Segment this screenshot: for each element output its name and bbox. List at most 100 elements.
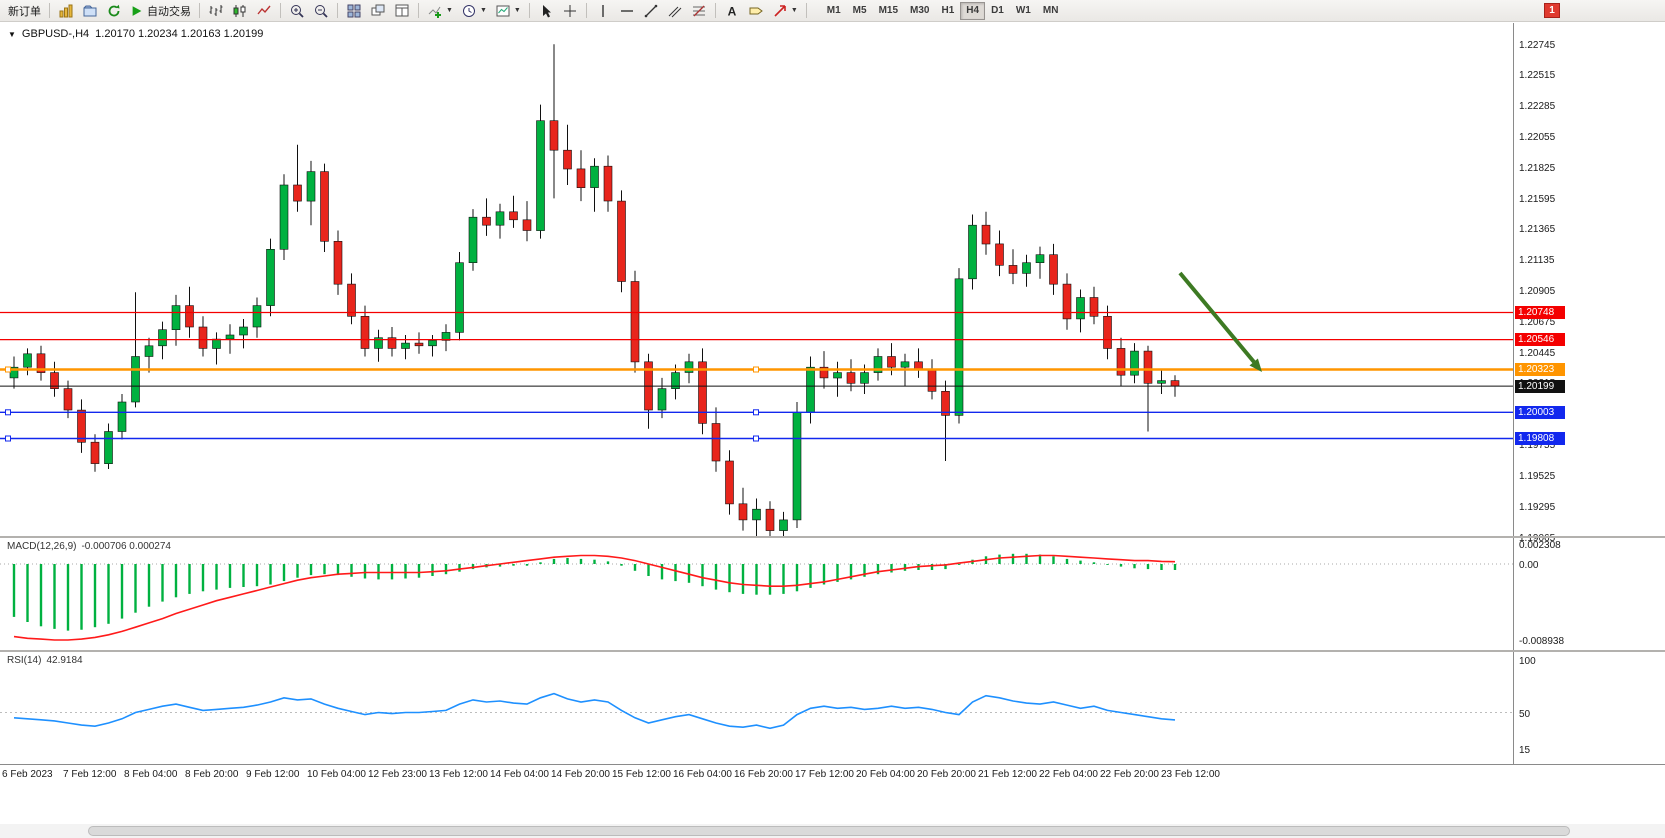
bear-candle (846, 372, 856, 384)
line-handle[interactable] (753, 435, 759, 442)
bull-candle (1130, 350, 1139, 376)
line-chart-button[interactable] (252, 1, 276, 21)
time-axis-label: 20 Feb 20:00 (917, 769, 976, 780)
time-axis-label: 22 Feb 20:00 (1100, 769, 1159, 780)
price-tick: 1.20675 (1519, 316, 1556, 328)
timeframe-button-M1[interactable]: M1 (821, 2, 847, 20)
timeframe-button-M30[interactable]: M30 (904, 2, 935, 20)
zoom-out-button[interactable] (309, 1, 333, 21)
line-handle[interactable] (753, 409, 759, 416)
bear-candle (981, 224, 991, 245)
line-handle[interactable] (5, 409, 11, 416)
window-grid-button[interactable] (390, 1, 414, 21)
indicators-button[interactable]: ▼ (423, 1, 457, 21)
vertical-line-button[interactable] (591, 1, 615, 21)
chart-symbol-period: GBPUSD-,H4 (21, 28, 90, 40)
bear-candle (63, 388, 73, 411)
time-axis[interactable]: 6 Feb 2023 7 Feb 12:00 8 Feb 04:00 8 Feb 20… (0, 764, 1665, 784)
price-tick: 1.20445 (1519, 347, 1556, 359)
chevron-down-icon: ▼ (790, 7, 798, 14)
channel-button[interactable] (663, 1, 687, 21)
macd-axis-tick: 0.00 (1519, 560, 1539, 571)
candlestick-chart-button[interactable] (228, 1, 252, 21)
pane-divider[interactable] (0, 536, 1665, 538)
periods-button[interactable]: ▼ (457, 1, 491, 21)
timeframe-button-MN[interactable]: MN (1037, 2, 1065, 20)
macd-canvas[interactable] (0, 538, 1513, 650)
trendline-button[interactable] (639, 1, 663, 21)
profiles-button[interactable] (78, 1, 102, 21)
rsi-axis-tick: 15 (1519, 745, 1531, 757)
tile-windows-icon (347, 4, 361, 17)
time-axis-label: 12 Feb 23:00 (368, 769, 427, 780)
cascade-windows-button[interactable] (366, 1, 390, 21)
macd-values: -0.000706 0.000274 (81, 541, 171, 552)
tile-windows-button[interactable] (342, 1, 366, 21)
timeframe-button-W1[interactable]: W1 (1010, 2, 1037, 20)
new-order-button[interactable]: 新订单 (4, 1, 45, 21)
chart-menu-icon[interactable]: ▼ (8, 29, 16, 39)
cascade-windows-icon (371, 4, 385, 15)
timeframe-button-H4[interactable]: H4 (960, 1, 986, 20)
bull-candle (374, 337, 383, 349)
bar-chart-button[interactable] (204, 1, 228, 21)
bear-candle (698, 361, 707, 424)
bull-candle (1157, 380, 1166, 384)
toolbar-separator (418, 3, 419, 18)
zoom-in-button[interactable] (285, 1, 309, 21)
pane-divider[interactable] (0, 650, 1665, 652)
label-button[interactable] (744, 1, 768, 21)
price-level-badge: 1.19808 (1515, 432, 1565, 445)
cursor-button[interactable] (534, 1, 558, 21)
price-tick: 1.21595 (1519, 193, 1556, 205)
profiles-icon (83, 5, 97, 16)
chevron-down-icon: ▼ (479, 7, 487, 14)
timeframe-button-M15[interactable]: M15 (873, 2, 904, 20)
autotrading-button[interactable]: 自动交易 (126, 1, 195, 21)
refresh-button[interactable] (102, 1, 126, 21)
time-axis-label: 14 Feb 20:00 (551, 769, 610, 780)
price-chart-canvas[interactable] (0, 23, 1513, 536)
new-chart-button[interactable] (54, 1, 78, 21)
bull-candle (495, 211, 505, 226)
price-tick: 1.19065 (1519, 532, 1556, 544)
bull-candle (968, 224, 977, 280)
rsi-canvas[interactable] (0, 652, 1513, 764)
line-handle[interactable] (753, 366, 759, 373)
price-axis[interactable]: 1.22745 1.22515 1.22285 1.22055 1.21825 1.215… (1513, 23, 1665, 764)
price-level-badge: 1.20323 (1515, 363, 1565, 376)
bear-candle (522, 219, 532, 231)
arrow-shapes-button[interactable]: ▼ (768, 1, 802, 21)
timeframe-button-H1[interactable]: H1 (935, 2, 960, 20)
bull-candle (873, 356, 883, 373)
chart-scrollbar[interactable] (0, 824, 1665, 838)
bull-candle (860, 372, 869, 384)
price-level-badge: 1.20546 (1515, 333, 1565, 347)
line-handle[interactable] (5, 435, 11, 442)
price-tick: 1.22055 (1519, 131, 1556, 143)
horizontal-line-button[interactable] (615, 1, 639, 21)
arrow-annotation[interactable] (1178, 271, 1256, 364)
toolbar-separator (714, 3, 716, 18)
bull-candle (401, 342, 410, 349)
main-price-pane: ▼ GBPUSD-,H4 1.20170 1.20234 1.20163 1.2… (0, 23, 1513, 536)
time-axis-label: 20 Feb 04:00 (856, 769, 915, 780)
price-tick: 1.19295 (1519, 501, 1556, 513)
fibonacci-button[interactable] (687, 1, 711, 21)
line-handle[interactable] (5, 366, 11, 373)
notification-badge[interactable]: 1 (1544, 3, 1560, 18)
arrow-annotation-head[interactable] (1249, 358, 1263, 373)
crosshair-button[interactable] (558, 1, 582, 21)
bull-candle (239, 326, 248, 336)
periods-clock-icon (462, 4, 475, 17)
bull-candle (671, 372, 680, 390)
time-axis-label: 8 Feb 20:00 (185, 769, 239, 780)
templates-button[interactable]: ▼ (491, 1, 525, 21)
toolbar-separator (805, 3, 807, 18)
timeframe-button-D1[interactable]: D1 (985, 2, 1010, 20)
refresh-icon (108, 4, 120, 16)
scrollbar-thumb[interactable] (88, 826, 1570, 836)
timeframe-button-M5[interactable]: M5 (847, 2, 873, 20)
text-button[interactable]: A (720, 1, 744, 21)
